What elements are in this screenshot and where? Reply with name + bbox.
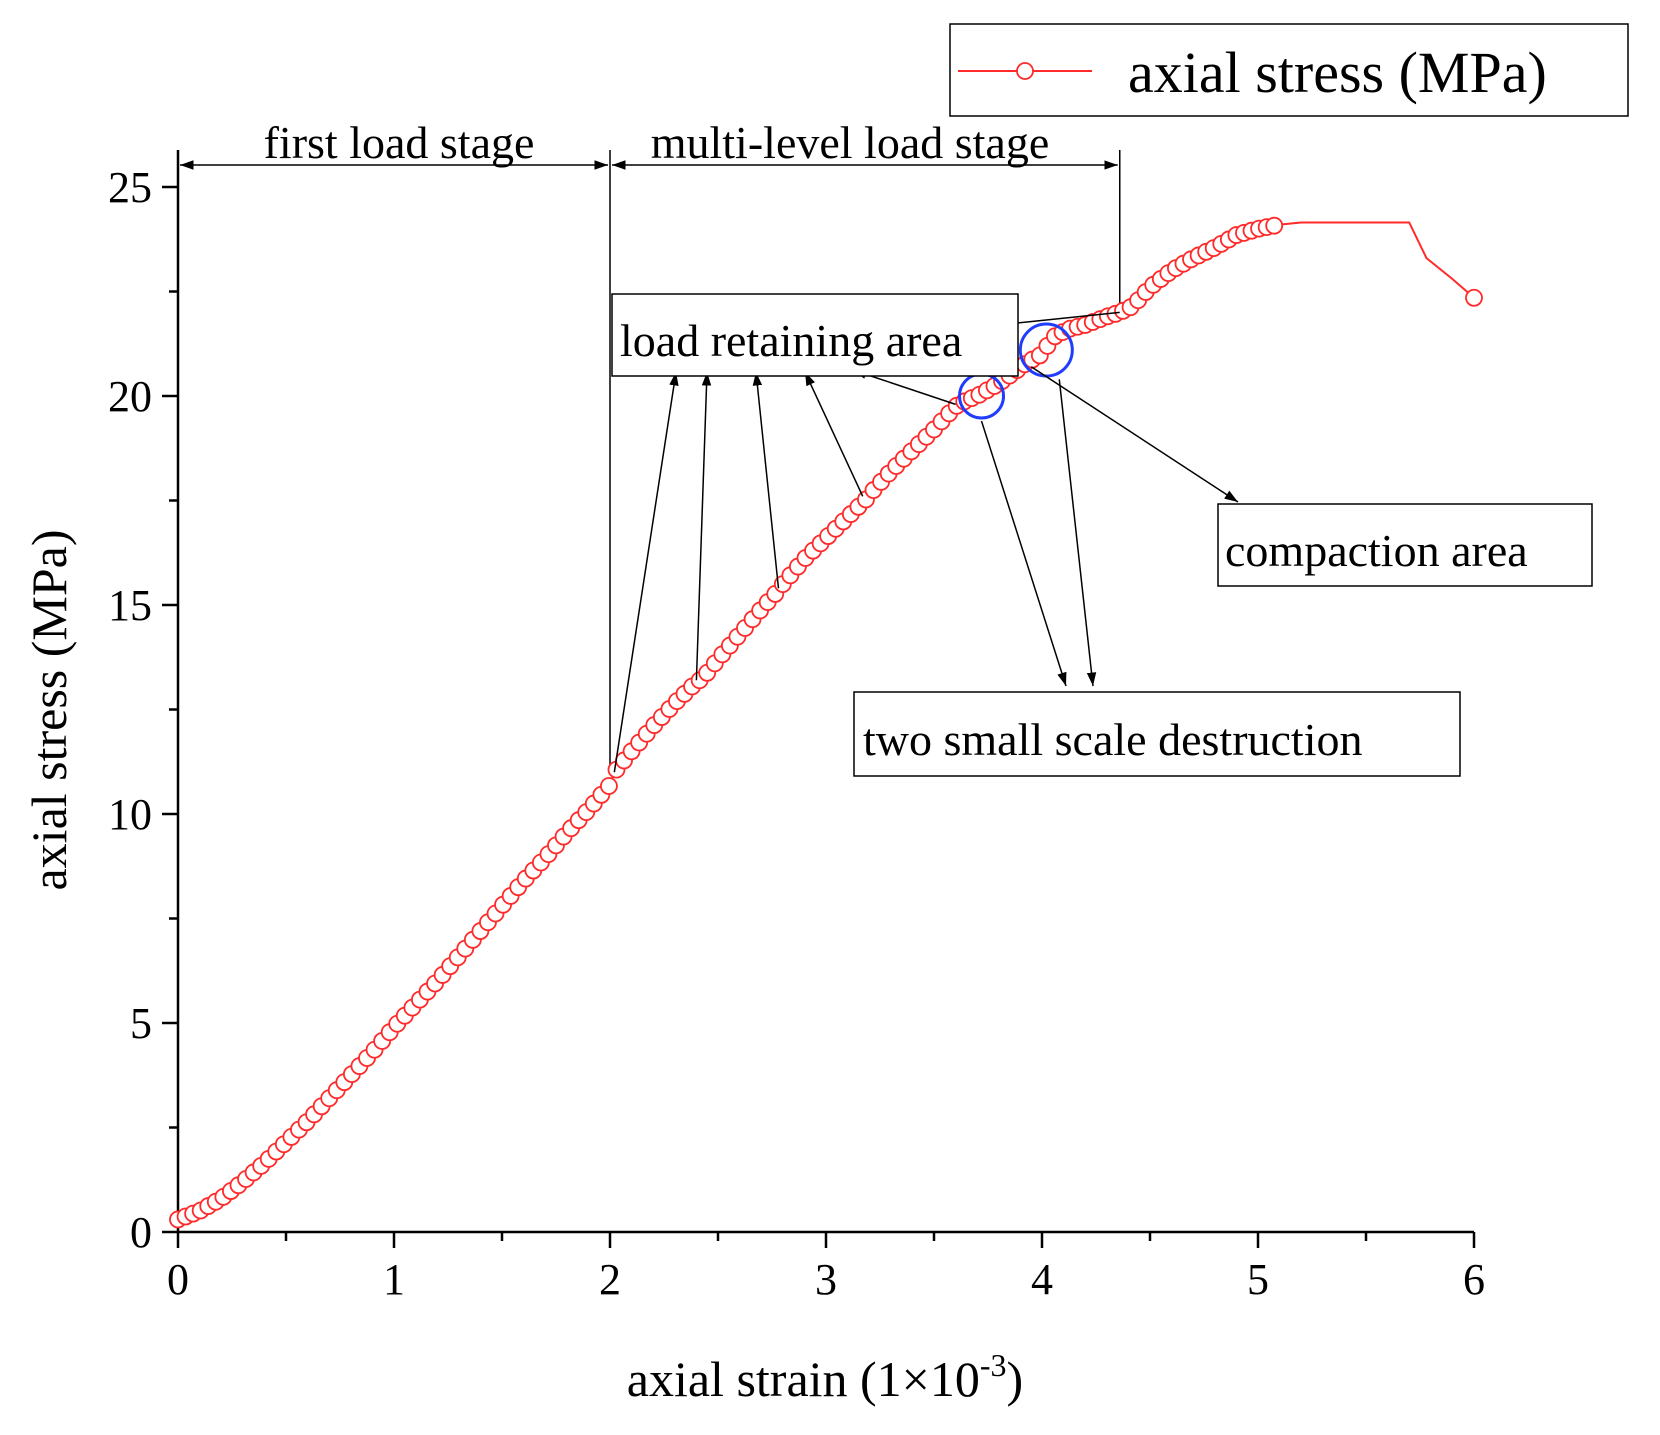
arrow-retain-2 [695,371,712,681]
y-axis-title: axial stress (MPa) [21,529,77,890]
y-tick-label: 15 [108,581,152,630]
y-tick-label: 20 [108,372,152,421]
ticks: 0 1 2 3 4 5 6 0 5 10 15 20 25 [108,163,1485,1304]
y-tick-label: 5 [130,999,152,1048]
x-tick-label: 4 [1031,1255,1053,1304]
data-point [1265,216,1284,235]
arrow-compaction [1030,366,1239,503]
x-tick-label: 5 [1247,1255,1269,1304]
compaction-label: compaction area [1225,525,1528,576]
y-tick-label: 25 [108,163,152,212]
x-tick-label: 2 [599,1255,621,1304]
y-tick-label: 0 [130,1208,152,1257]
annotation-arrows [613,311,1239,773]
load-retaining-box [611,293,1019,377]
x-axis-title-exponent: -3 [980,1347,1007,1383]
stage-guides [180,150,1121,773]
x-axis-title: axial strain (1×10-3) [627,1347,1023,1407]
arrow-retain-3 [752,371,780,589]
data-point [600,777,618,795]
destruction-label: two small scale destruction [863,714,1363,765]
x-tick-label: 0 [167,1255,189,1304]
legend-label: axial stress (MPa) [1128,40,1547,105]
x-axis-title-text: axial strain (1×10 [627,1351,980,1407]
load-retaining-label: load retaining area [620,315,962,366]
multi-stage-label: multi-level load stage [651,117,1050,168]
arrow-retain-1 [613,371,679,773]
x-tick-label: 6 [1463,1255,1485,1304]
legend: axial stress (MPa) [949,23,1629,117]
first-stage-label: first load stage [264,117,535,168]
arrow-destruction-1 [980,420,1067,687]
legend-marker [1016,62,1034,80]
data-point [1465,288,1483,307]
destruction-box [853,691,1461,777]
compaction-box [1217,503,1593,587]
y-tick-label: 10 [108,790,152,839]
x-tick-label: 1 [383,1255,405,1304]
arrow-destruction-2 [1058,379,1097,687]
arrow-retain-4 [804,371,864,497]
x-tick-label: 3 [815,1255,837,1304]
x-axis-title-close: ) [1007,1351,1024,1407]
